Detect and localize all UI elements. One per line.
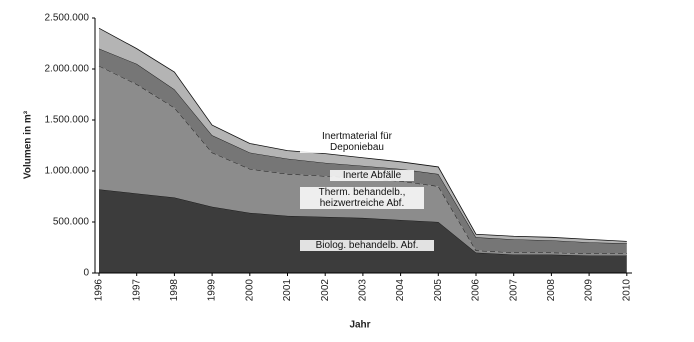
series-label: Inertmaterial für Deponiebau [300,131,414,153]
x-tick-label: 1997 [131,279,142,302]
x-tick-label: 2001 [282,279,293,302]
x-tick-label: 1999 [207,279,218,302]
x-tick-label: 2003 [358,279,369,302]
series-label: Biolog. behandelb. Abf. [300,240,434,251]
y-tick-label: 0 [83,268,89,279]
y-tick-label: 1.000.000 [45,166,90,177]
y-tick-label: 2.000.000 [45,64,90,75]
y-axis-label: Volumen in m³ [23,110,34,179]
x-tick-label: 1996 [94,279,105,302]
x-tick-label: 2009 [584,279,595,302]
series-label: Therm. behandelb., heizwertreiche Abf. [300,187,424,209]
area [99,189,627,273]
y-tick-label: 2.500.000 [45,13,90,24]
x-tick-label: 1998 [169,279,180,302]
x-tick-label: 2000 [244,279,255,302]
y-tick-label: 1.500.000 [45,115,90,126]
area [99,65,627,256]
x-tick-label: 2008 [546,279,557,302]
x-tick-label: 2010 [621,279,632,302]
x-axis-label: Jahr [349,320,370,331]
y-tick-label: 500.000 [53,217,90,228]
x-tick-label: 2006 [471,279,482,302]
x-tick-label: 2002 [320,279,331,302]
x-tick-label: 2005 [433,279,444,302]
x-tick-label: 2004 [395,279,406,302]
area-edge [98,27,627,242]
series-label: Inerte Abfälle [330,170,414,181]
x-tick-label: 2007 [508,279,519,302]
